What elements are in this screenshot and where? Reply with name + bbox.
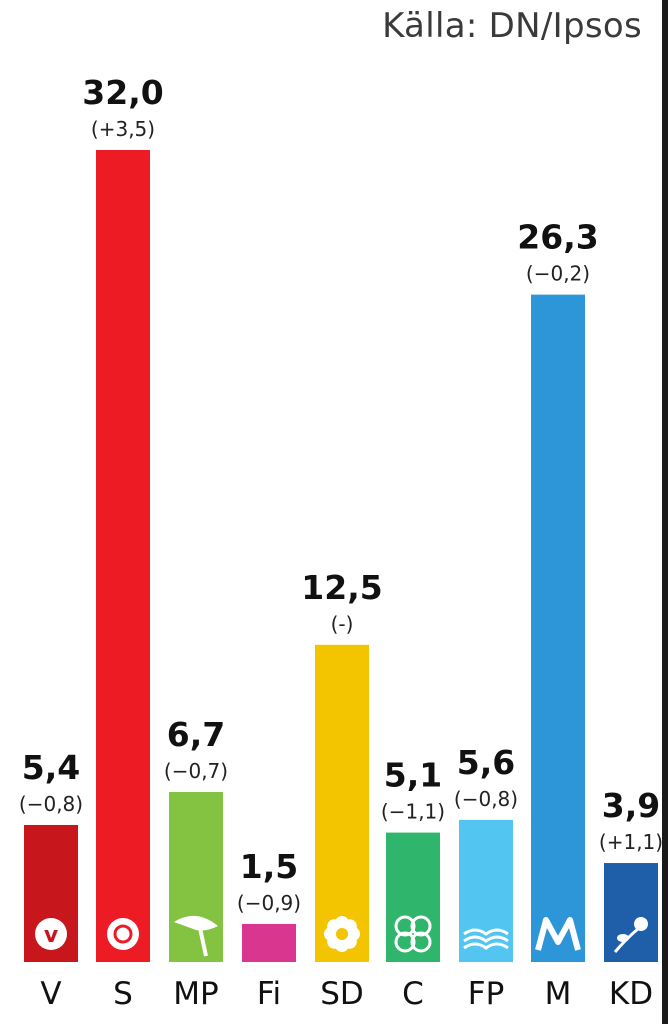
bar-group-m: (−0,2) 26,3 M [517, 218, 598, 1012]
bar-mp [169, 791, 223, 962]
bar-group-c: (−1,1) 5,1 C [381, 756, 445, 1012]
right-edge-rule [662, 0, 668, 1024]
c-clover-logo-icon [394, 915, 432, 953]
v-rose-logo-icon: v [35, 918, 67, 950]
value-label: 5,4 [22, 748, 80, 787]
source-label: Källa: DN/Ipsos [382, 6, 642, 46]
bar-kd [604, 863, 658, 962]
s-rose-logo-icon [107, 918, 139, 950]
bar-group-s: (+3,5) 32,0 S [82, 73, 163, 1012]
category-label: C [402, 976, 424, 1012]
mp-dandelion-logo-icon [174, 915, 218, 957]
kd-flower-logo-icon [613, 917, 648, 953]
change-label: (−0,9) [237, 891, 301, 915]
change-label: (+1,1) [599, 830, 663, 854]
fp-wave-logo-icon [463, 928, 509, 950]
bar-group-mp: (−0,7) 6,7 MP [164, 715, 228, 1012]
value-label: 5,6 [457, 743, 515, 782]
bar-group-v: v (−0,8) 5,4 V [19, 748, 83, 1012]
m-letter-logo-icon [535, 917, 581, 951]
bar-group-kd: (+1,1) 3,9 KD [599, 786, 663, 1012]
change-label: (−0,8) [454, 787, 518, 811]
change-label: (−0,2) [526, 262, 590, 286]
bar-fi [242, 923, 296, 962]
category-label: S [113, 976, 133, 1012]
bar-m [531, 294, 585, 962]
value-label: 6,7 [167, 715, 225, 754]
bar-group-fp: (−0,8) 5,6 FP [454, 743, 518, 1012]
value-label: 1,5 [240, 847, 298, 886]
value-label: 3,9 [602, 786, 660, 825]
change-label: (−0,8) [19, 792, 83, 816]
bar-s [96, 150, 150, 962]
bar-group-fi: (−0,9) 1,5 Fi [237, 847, 301, 1012]
category-label: Fi [257, 976, 281, 1012]
change-label: (−1,1) [381, 800, 445, 824]
category-label: SD [320, 976, 364, 1012]
change-label: (-) [331, 612, 354, 636]
value-label: 12,5 [301, 568, 382, 607]
value-label: 26,3 [517, 218, 598, 257]
value-label: 5,1 [384, 756, 442, 795]
sd-flower-logo-icon [324, 916, 360, 952]
category-label: KD [609, 976, 653, 1012]
value-label: 32,0 [82, 73, 163, 112]
category-label: V [40, 976, 61, 1012]
bar-group-sd: (-) 12,5 SD [301, 568, 382, 1012]
svg-text:v: v [44, 923, 59, 948]
category-label: MP [173, 976, 218, 1012]
bar-sd [315, 644, 369, 962]
change-label: (+3,5) [91, 117, 155, 141]
category-label: FP [468, 976, 505, 1012]
category-label: M [545, 976, 572, 1012]
change-label: (−0,7) [164, 759, 228, 783]
